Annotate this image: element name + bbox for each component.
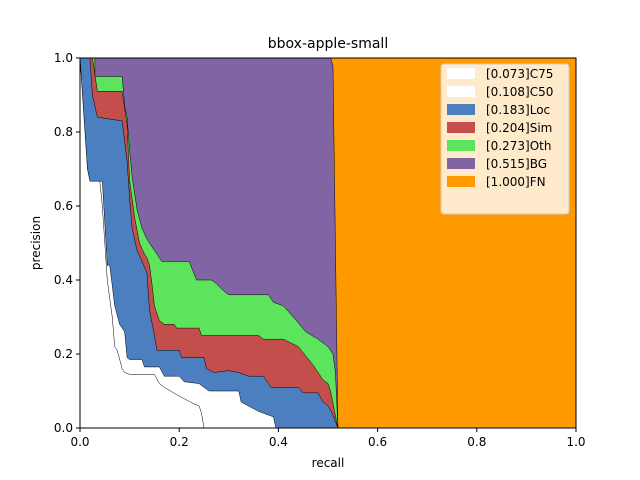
y-tick-label: 0.4	[54, 273, 73, 287]
y-tick-label: 0.2	[54, 347, 73, 361]
x-tick-label: 0.4	[269, 435, 288, 449]
y-axis-label: precision	[29, 216, 43, 270]
y-tick-label: 0.6	[54, 199, 73, 213]
legend-swatch-sim	[447, 122, 475, 133]
legend-swatch-bg	[447, 158, 475, 169]
legend-items: [0.073]C75 [0.108]C50 [0.183]Loc [0.204]Sim…	[447, 67, 553, 189]
legend-swatch-oth	[447, 140, 475, 151]
area-loc	[79, 57, 339, 429]
x-tick-label: 0.2	[170, 435, 189, 449]
legend-label-fn: [1.000]FN	[486, 175, 546, 189]
legend-swatch-fn	[447, 176, 475, 187]
legend-swatch-c75	[447, 68, 475, 79]
legend-label-c75: [0.073]C75	[486, 67, 553, 81]
legend: [0.073]C75 [0.108]C50 [0.183]Loc [0.204]Sim…	[440, 63, 570, 215]
ticks-layer: 0.0 0.2 0.4 0.6 0.8 1.0 0.0 0.2 0.4 0.6 0.8 1.0	[54, 51, 586, 449]
legend-label-oth: [0.273]Oth	[486, 139, 551, 153]
x-axis-label: recall	[312, 456, 345, 470]
legend-label-c50: [0.108]C50	[486, 85, 553, 99]
plot-frame	[79, 57, 577, 429]
legend-swatch-c50	[447, 86, 475, 97]
y-tick-label: 1.0	[54, 51, 73, 65]
x-tick-label: 0.6	[368, 435, 387, 449]
y-tick-label: 0.8	[54, 125, 73, 139]
y-tick-label: 0.0	[54, 421, 73, 435]
area-c75	[79, 57, 205, 429]
x-tick-label: 1.0	[566, 435, 585, 449]
x-tick-label: 0.8	[467, 435, 486, 449]
legend-swatch-loc	[447, 104, 475, 115]
x-tick-label: 0.0	[70, 435, 89, 449]
chart-title: bbox-apple-small	[268, 36, 388, 52]
legend-label-loc: [0.183]Loc	[486, 103, 550, 117]
legend-label-sim: [0.204]Sim	[486, 121, 552, 135]
legend-label-bg: [0.515]BG	[486, 157, 547, 171]
